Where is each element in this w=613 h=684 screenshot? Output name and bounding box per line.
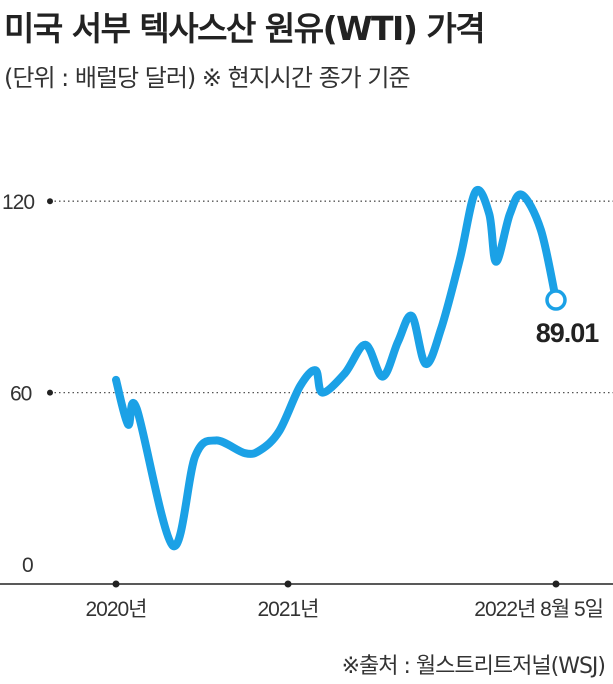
- y-tick-label: 60: [10, 383, 32, 406]
- chart-title: 미국 서부 텍사스산 원유(WTI) 가격: [4, 9, 486, 48]
- last-value-marker: [545, 289, 567, 311]
- y-tick-label: 0: [22, 554, 33, 577]
- x-tick-label: 2020년: [85, 598, 146, 621]
- wti-price-line: [112, 185, 560, 550]
- last-value-label: 89.01: [536, 318, 600, 348]
- y-tick-dot: [47, 389, 53, 396]
- x-tick-dot: [284, 580, 292, 588]
- chart-subtitle: (단위 : 배럴당 달러) ※ 현지시간 종가 기준: [4, 64, 411, 92]
- x-tick-label: 2022년 8월 5일: [474, 598, 603, 621]
- x-tick-dot: [552, 580, 560, 588]
- x-tick-dot: [112, 580, 120, 588]
- y-tick-dot: [47, 198, 53, 205]
- source-note: ※출처 : 월스트리트저널(WSJ): [341, 654, 606, 679]
- x-tick-label: 2021년: [257, 598, 318, 621]
- y-tick-label: 120: [2, 191, 34, 214]
